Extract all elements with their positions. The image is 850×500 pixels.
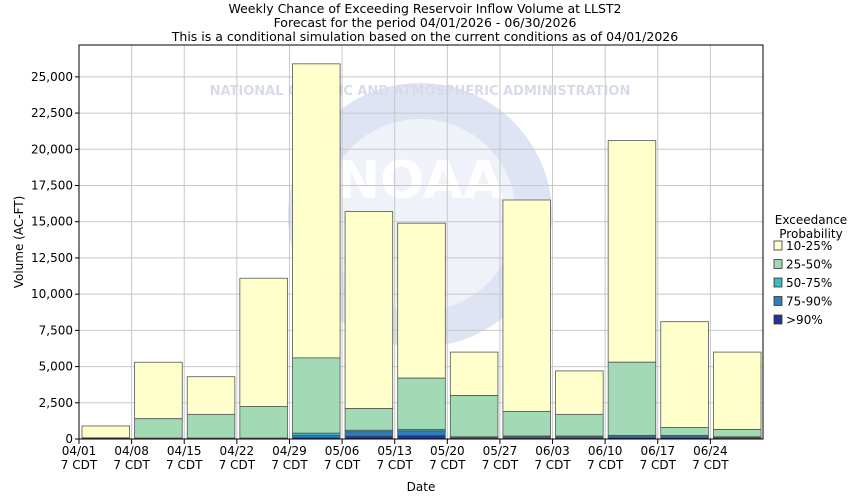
bar-segment	[292, 357, 341, 434]
legend-label: >90%	[786, 313, 823, 327]
y-tick-label: 12,500	[31, 251, 73, 265]
legend-label: 25-50%	[786, 258, 832, 272]
chart-title-line-3: This is a conditional simulation based o…	[171, 29, 678, 44]
bar-segment	[239, 277, 288, 407]
x-tick-label: 06/03	[535, 444, 570, 458]
bars-layer	[81, 63, 762, 440]
y-tick-label: 5,000	[39, 360, 73, 374]
y-tick-label: 22,500	[31, 106, 73, 120]
y-tick-label: 17,500	[31, 179, 73, 193]
legend-swatch	[773, 259, 783, 269]
bar-segment	[134, 361, 183, 420]
x-tick-sublabel: 7 CDT	[271, 458, 308, 472]
x-tick-sublabel: 7 CDT	[376, 458, 413, 472]
x-tick-sublabel: 7 CDT	[113, 458, 150, 472]
x-tick-label: 04/29	[272, 444, 307, 458]
legend-label: 75-90%	[786, 295, 832, 309]
bar-segment	[607, 140, 657, 363]
x-tick-label: 06/17	[640, 444, 675, 458]
y-tick-label: 10,000	[31, 287, 73, 301]
chart-title-line-2: Forecast for the period 04/01/2026 - 06/…	[274, 15, 577, 30]
x-tick-label: 04/15	[167, 444, 202, 458]
legend-swatch	[773, 240, 783, 251]
bar-segment	[397, 430, 446, 436]
bar-segment	[660, 321, 709, 428]
bar-segment	[607, 361, 657, 436]
legend-title-line-1: Exceedance	[775, 213, 847, 227]
x-tick-label: 04/22	[220, 444, 255, 458]
x-tick-label: 06/10	[588, 444, 623, 458]
x-tick-label: 05/13	[377, 444, 412, 458]
bar-segment	[502, 199, 551, 412]
x-axis-label: Date	[407, 480, 436, 494]
x-tick-sublabel: 7 CDT	[166, 458, 203, 472]
y-tick-label: 2,500	[39, 396, 73, 410]
bar-segment	[134, 418, 183, 439]
x-tick-sublabel: 7 CDT	[587, 458, 624, 472]
bar-segment	[292, 63, 341, 359]
y-axis-ticks: 0 2,500 5,000 7,500 10,000 12,500 15,000 17,500…	[31, 70, 79, 446]
legend-swatch	[773, 277, 783, 288]
y-axis-label: Volume (AC-FT)	[12, 196, 26, 289]
x-tick-sublabel: 7 CDT	[219, 458, 256, 472]
x-tick-label: 05/27	[483, 444, 518, 458]
x-tick-label: 04/08	[114, 444, 149, 458]
bar-segment	[239, 406, 288, 439]
chart-title-line-1: Weekly Chance of Exceeding Reservoir Inf…	[228, 1, 621, 16]
bar-segment	[555, 413, 604, 437]
bar-segment	[449, 395, 499, 438]
x-tick-sublabel: 7 CDT	[534, 458, 571, 472]
bar-segment	[344, 431, 394, 437]
x-tick-label: 04/01	[62, 444, 97, 458]
watermark-logo-text: NOAA	[337, 151, 504, 211]
legend-title-line-2: Probability	[779, 227, 842, 241]
bar-segment	[81, 425, 131, 439]
bar-segment	[397, 434, 446, 440]
legend-label: 50-75%	[786, 276, 832, 290]
bar-segment	[502, 411, 551, 437]
x-tick-label: 05/20	[430, 444, 465, 458]
x-tick-sublabel: 7 CDT	[692, 458, 729, 472]
y-tick-label: 25,000	[31, 70, 73, 84]
bar-segment	[344, 211, 394, 409]
bar-segment	[186, 413, 236, 439]
bar-segment	[712, 429, 762, 438]
y-tick-label: 7,500	[39, 323, 73, 337]
x-tick-sublabel: 7 CDT	[61, 458, 98, 472]
bar-segment	[555, 370, 604, 415]
watermark-ring-text: NATIONAL OCEANIC AND ATMOSPHERIC ADMINIS…	[210, 84, 631, 99]
x-tick-sublabel: 7 CDT	[482, 458, 519, 472]
bar-segment	[397, 222, 446, 379]
x-tick-sublabel: 7 CDT	[640, 458, 677, 472]
bar-segment	[660, 427, 709, 436]
bar-segment	[712, 351, 762, 430]
legend: Exceedance Probability 10-25% 25-50% 50-75…	[773, 213, 847, 327]
x-tick-sublabel: 7 CDT	[429, 458, 466, 472]
legend-items: 10-25% 25-50% 50-75% 75-90% >90%	[773, 239, 832, 327]
x-tick-label: 05/06	[325, 444, 360, 458]
y-tick-label: 15,000	[31, 215, 73, 229]
legend-swatch	[773, 296, 783, 306]
legend-label: 10-25%	[786, 239, 832, 253]
bar-segment	[397, 377, 446, 430]
plot-frame	[78, 44, 764, 440]
x-tick-label: 06/24	[693, 444, 728, 458]
bar-segment	[344, 408, 394, 431]
bar-segment	[449, 351, 499, 396]
legend-swatch	[773, 314, 783, 325]
y-tick-label: 20,000	[31, 142, 73, 156]
bar-segment	[186, 376, 236, 415]
x-tick-sublabel: 7 CDT	[324, 458, 361, 472]
y-tick-label: 0	[65, 432, 73, 446]
